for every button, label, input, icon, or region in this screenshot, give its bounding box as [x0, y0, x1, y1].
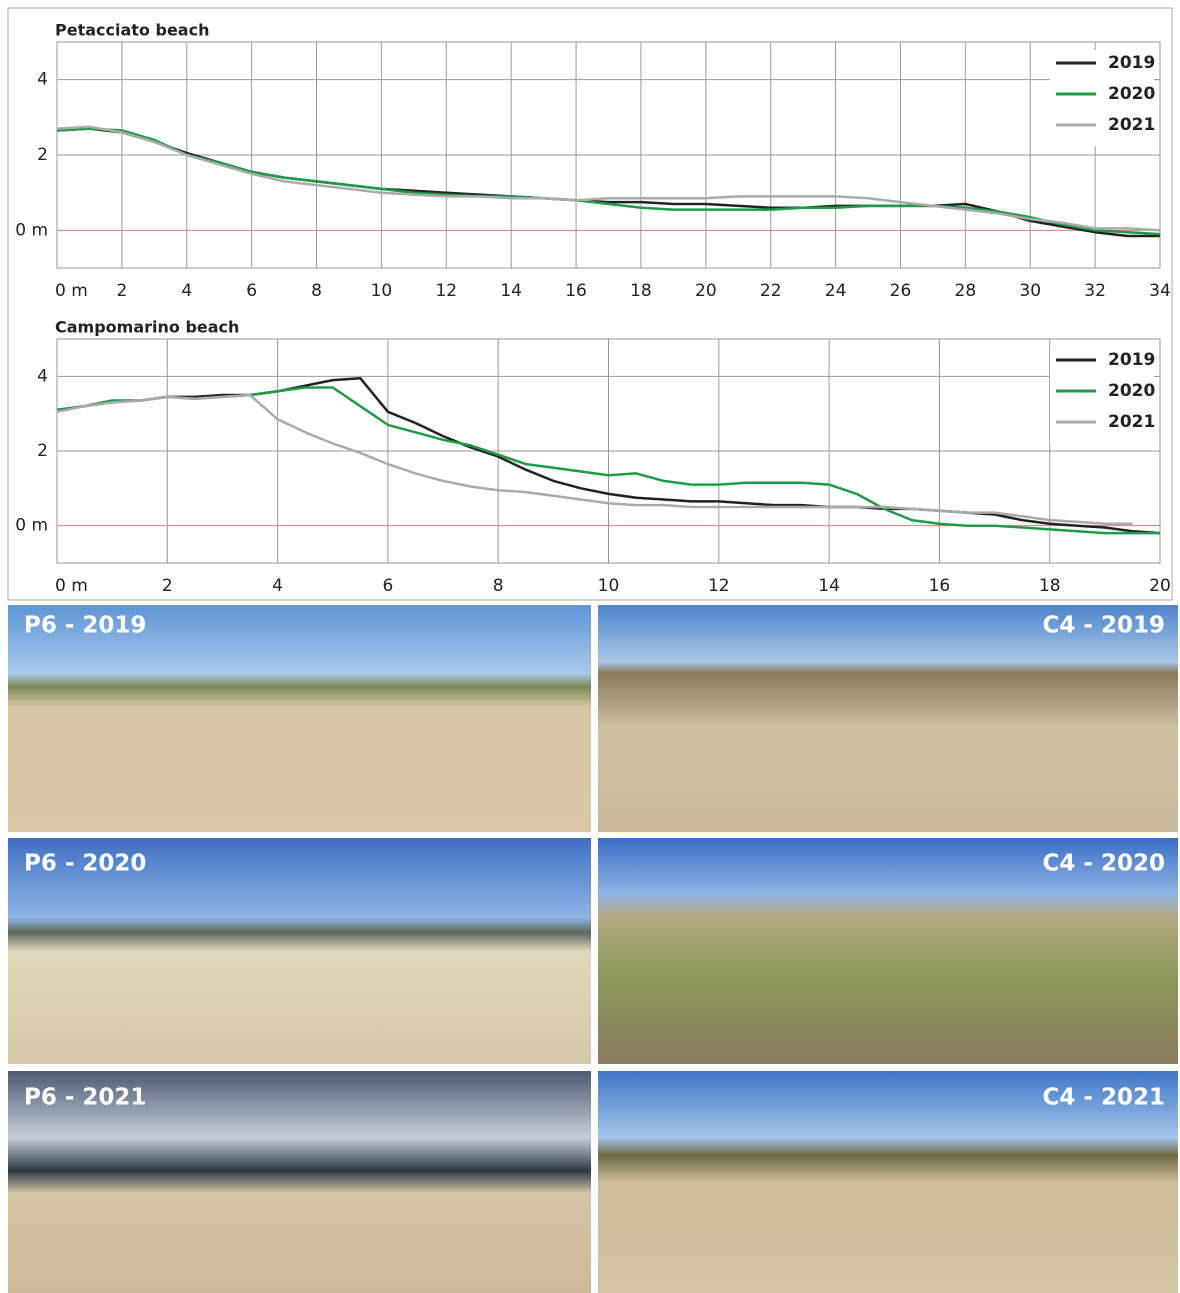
photo-label: P6 - 2020	[24, 851, 146, 877]
x-tick-label: 18	[630, 281, 652, 301]
figure: P6 - 2019 C4 - 2019 P6 - 2020 C4 - 2020 …	[0, 0, 1180, 1293]
x-tick-label: 10	[598, 576, 620, 596]
photo-grid: P6 - 2019 C4 - 2019 P6 - 2020 C4 - 2020 …	[8, 605, 1178, 1293]
y-tick-label: 2	[37, 441, 48, 461]
chart-title: Petacciato beach	[55, 21, 209, 40]
x-tick-label: 20	[1149, 576, 1171, 596]
chart-title: Campomarino beach	[55, 318, 239, 337]
y-tick-label: 0 m	[15, 516, 48, 536]
photo-label: C4 - 2019	[1043, 613, 1165, 639]
x-tick-label: 8	[311, 281, 322, 301]
x-tick-label: 24	[825, 281, 847, 301]
x-tick-label: 14	[818, 576, 840, 596]
photo	[8, 605, 591, 832]
x-tick-label: 14	[500, 281, 522, 301]
x-tick-label: 4	[181, 281, 192, 301]
y-tick-label: 4	[37, 70, 48, 90]
y-tick-label: 0 m	[15, 220, 48, 240]
x-tick-label: 34	[1149, 281, 1171, 301]
photo-label: P6 - 2019	[24, 613, 146, 639]
x-tick-label: 2	[162, 576, 173, 596]
legend-label: 2019	[1108, 350, 1155, 370]
x-tick-label: 30	[1019, 281, 1041, 301]
x-tick-label: 16	[929, 576, 951, 596]
legend-label: 2020	[1108, 381, 1155, 401]
x-tick-label: 2	[116, 281, 127, 301]
legend-label: 2021	[1108, 115, 1155, 135]
legend-label: 2019	[1108, 53, 1155, 73]
legend-label: 2020	[1108, 84, 1155, 104]
x-tick-label: 10	[371, 281, 393, 301]
x-tick-label: 6	[246, 281, 257, 301]
x-tick-label: 18	[1039, 576, 1061, 596]
x-tick-label: 6	[382, 576, 393, 596]
legend-label: 2021	[1108, 412, 1155, 432]
chart-frame	[8, 8, 1172, 600]
x-tick-label: 16	[565, 281, 587, 301]
x-tick-label: 12	[708, 576, 730, 596]
x-tick-label: 0 m	[55, 281, 88, 301]
x-tick-label: 12	[435, 281, 457, 301]
x-tick-label: 20	[695, 281, 717, 301]
x-tick-label: 8	[493, 576, 504, 596]
x-tick-label: 0 m	[55, 576, 88, 596]
x-tick-label: 22	[760, 281, 782, 301]
x-tick-label: 4	[272, 576, 283, 596]
x-tick-label: 28	[955, 281, 977, 301]
x-tick-label: 32	[1084, 281, 1106, 301]
photo	[598, 605, 1178, 832]
y-tick-label: 4	[37, 366, 48, 386]
photo-label: C4 - 2020	[1043, 851, 1165, 877]
photo-label: P6 - 2021	[24, 1085, 146, 1111]
y-tick-label: 2	[37, 145, 48, 165]
x-tick-label: 26	[890, 281, 912, 301]
photo-label: C4 - 2021	[1043, 1085, 1165, 1111]
